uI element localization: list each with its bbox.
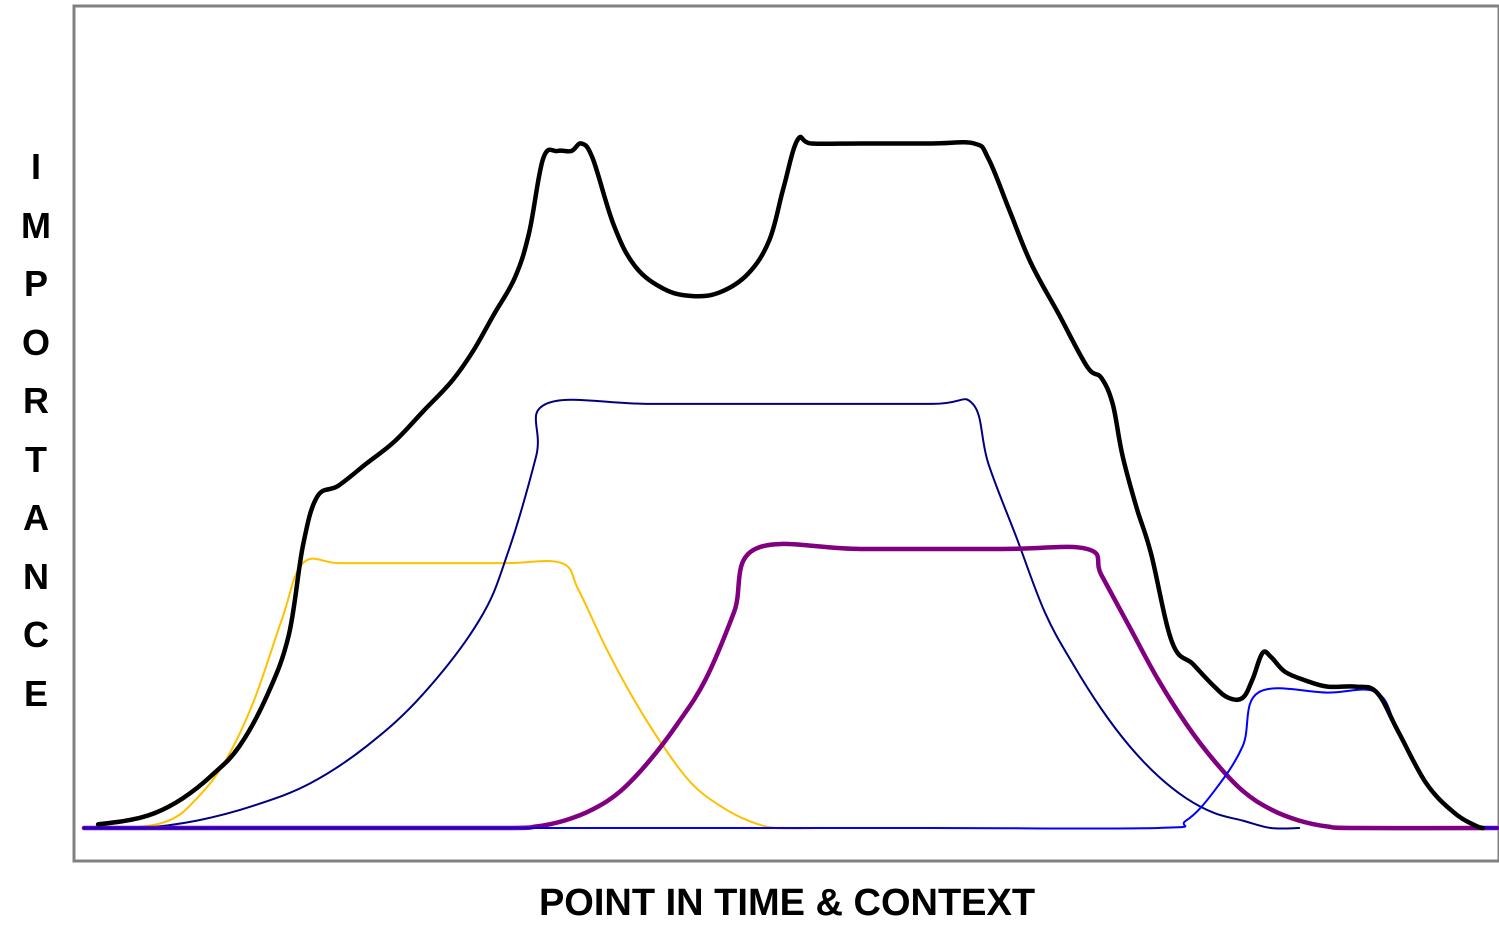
y-axis-label-letter: O [21,321,50,363]
y-axis-label-letter: P [23,263,48,304]
x-axis-label: POINT IN TIME & CONTEXT [538,882,1036,924]
series-layer [81,134,1499,831]
y-axis-label-letter: N [23,555,49,597]
y-axis-label-letter: T [25,438,47,480]
y-axis-label-letter: A [23,497,49,538]
y-axis-label-letter: M [21,204,51,246]
y-axis-label-letter: E [23,672,48,714]
plot-frame [72,4,1499,863]
series-line-5 [95,134,1486,831]
series-line-2 [83,398,1301,830]
series-line-1 [83,557,820,830]
y-axis-label-letter: C [23,614,49,655]
y-axis-label-letter: I [30,146,41,187]
y-axis-label-letter: R [23,380,49,421]
